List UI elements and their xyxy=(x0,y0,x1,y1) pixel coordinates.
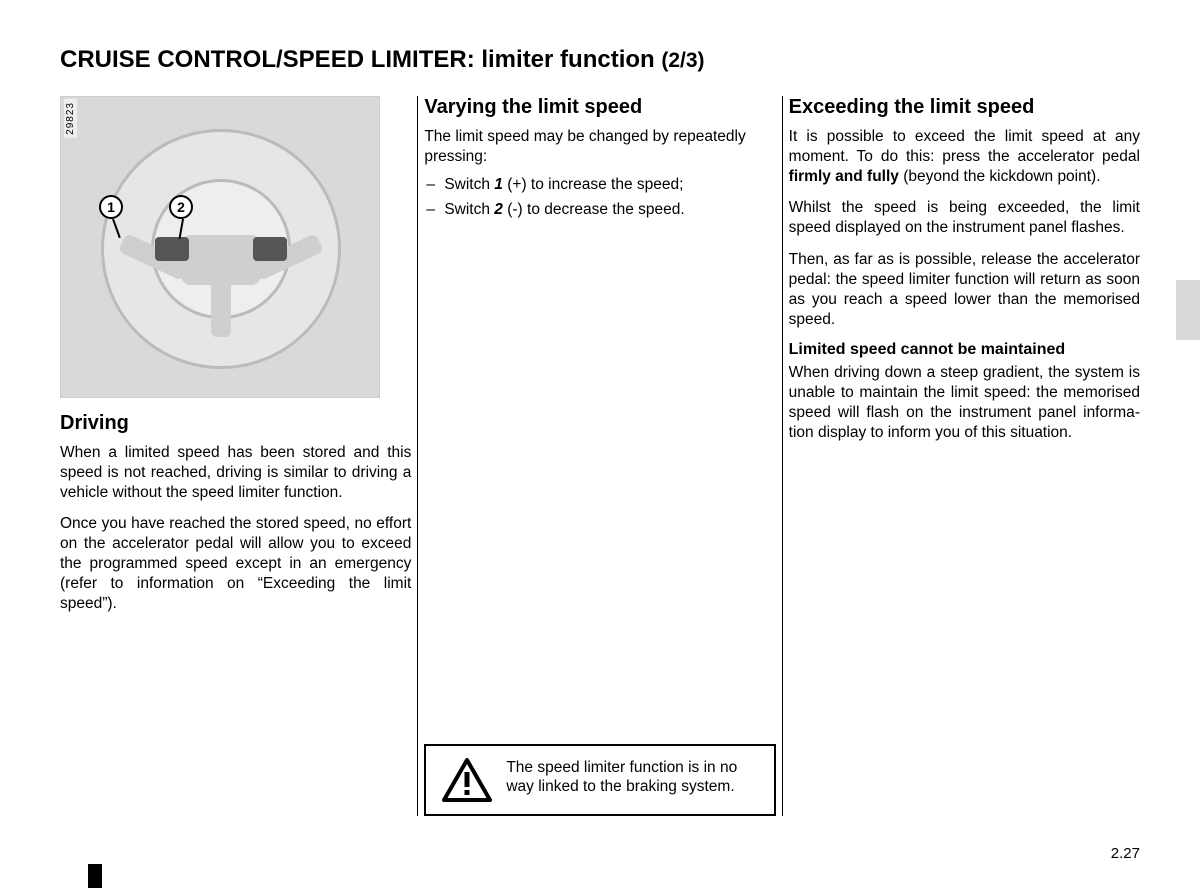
para: The limit speed may be changed by re­pea… xyxy=(424,127,775,167)
para: Once you have reached the stored speed, … xyxy=(60,514,411,613)
page-title: CRUISE CONTROL/SPEED LIMITER: limiter fu… xyxy=(60,46,1140,74)
list-item: Switch 1 (+) to increase the speed; xyxy=(424,175,775,195)
figure-id-label: 29823 xyxy=(64,99,77,138)
column-2: Varying the limit speed The limit speed … xyxy=(424,96,775,816)
para-text: It is possible to exceed the limit speed… xyxy=(789,128,1140,165)
spacer xyxy=(424,238,775,744)
warning-box: The speed limiter function is in no way … xyxy=(424,744,775,816)
manual-page: CRUISE CONTROL/SPEED LIMITER: limiter fu… xyxy=(0,0,1200,888)
para-bold: firmly and fully xyxy=(789,168,899,185)
columns: 29823 1 2 Driving When a limit xyxy=(60,96,1140,816)
column-divider xyxy=(417,96,418,816)
callout-2-label: 2 xyxy=(177,199,185,215)
callout-2: 2 xyxy=(169,195,193,219)
heading-driving: Driving xyxy=(60,412,411,435)
title-main: CRUISE CONTROL/SPEED LIMITER: limiter fu… xyxy=(60,46,661,73)
switch-list: Switch 1 (+) to increase the speed; Swit… xyxy=(424,175,775,227)
para: Then, as far as is possible, release the… xyxy=(789,250,1140,329)
column-3: Exceeding the limit speed It is possible… xyxy=(789,96,1140,816)
list-item: Switch 2 (-) to decrease the speed. xyxy=(424,200,775,220)
li-text: (+) to increase the speed; xyxy=(503,176,684,193)
heading-varying: Varying the limit speed xyxy=(424,96,775,119)
page-number: 2.27 xyxy=(1111,845,1140,862)
li-switch-num: 1 xyxy=(494,176,503,193)
warning-triangle-icon xyxy=(442,758,492,802)
li-text: Switch xyxy=(444,176,494,193)
warning-text: The speed limiter function is in no way … xyxy=(506,758,757,797)
switch-right-icon xyxy=(253,237,287,261)
heading-limited: Limited speed cannot be maintained xyxy=(789,341,1140,359)
para: Whilst the speed is being exceeded, the … xyxy=(789,198,1140,238)
callout-1-label: 1 xyxy=(107,199,115,215)
title-page-part: (2/3) xyxy=(661,49,704,72)
heading-exceed: Exceeding the limit speed xyxy=(789,96,1140,119)
para: It is possible to exceed the limit speed… xyxy=(789,127,1140,186)
spoke-icon xyxy=(211,277,231,337)
column-1: 29823 1 2 Driving When a limit xyxy=(60,96,411,816)
para: When driving down a steep gradient, the … xyxy=(789,363,1140,442)
footer-mark-icon xyxy=(88,864,102,888)
section-tab-icon xyxy=(1176,280,1200,340)
li-switch-num: 2 xyxy=(494,201,503,218)
para: When a limited speed has been stored and… xyxy=(60,443,411,502)
hub-icon xyxy=(181,235,261,285)
steering-wheel-figure: 29823 1 2 xyxy=(60,96,380,398)
para-text: (beyond the kickdown point). xyxy=(899,168,1101,185)
callout-1: 1 xyxy=(99,195,123,219)
li-text: (-) to decrease the speed. xyxy=(503,201,685,218)
switch-1-icon xyxy=(155,237,189,261)
column-divider xyxy=(782,96,783,816)
li-text: Switch xyxy=(444,201,494,218)
